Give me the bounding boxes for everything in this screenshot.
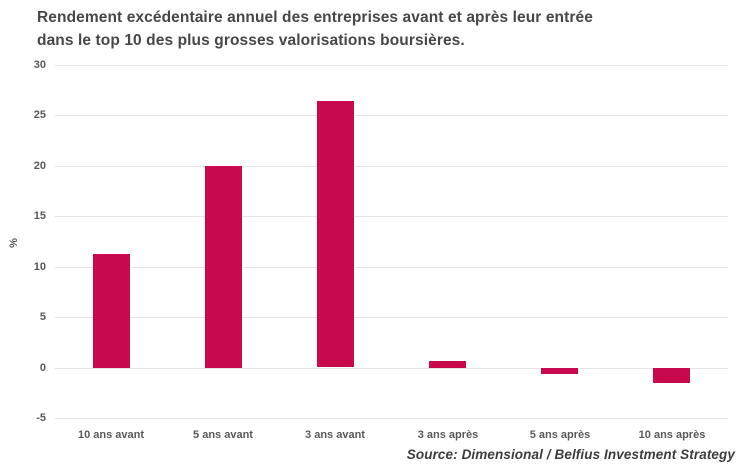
bar-5-ans-apres [541, 368, 578, 374]
gridline--5 [55, 418, 728, 419]
source-note: Source: Dimensional / Belfius Investment… [406, 447, 735, 462]
x-tick-10-ans-avant: 10 ans avant [77, 429, 145, 441]
gridline-20 [55, 166, 728, 167]
gridline-10 [55, 267, 728, 268]
bar-3-ans-apres [429, 361, 466, 368]
x-axis: 10 ans avant 5 ans avant 3 ans avant 3 ans … [55, 429, 728, 447]
x-tick-5-ans-avant: 5 ans avant [193, 429, 253, 441]
gridline-5 [55, 317, 728, 318]
y-axis: 30 25 20 15 10 5 0 -5 [0, 59, 46, 424]
x-tick-3-ans-avant: 3 ans avant [305, 429, 365, 441]
x-tick-3-ans-apres: 3 ans après [417, 429, 479, 441]
gridline-30 [55, 65, 728, 66]
y-tick-30: 30 [33, 59, 46, 71]
chart-title-line1: Rendement excédentaire annuel des entrep… [37, 9, 593, 26]
chart-title-line2: dans le top 10 des plus grosses valorisa… [37, 32, 465, 49]
y-tick-25: 25 [33, 109, 46, 121]
chart-title: Rendement excédentaire annuel des entrep… [37, 6, 593, 52]
y-tick-20: 20 [33, 160, 46, 172]
bar-10-ans-avant [93, 254, 130, 368]
y-tick-15: 15 [33, 210, 46, 222]
bar-5-ans-avant [205, 166, 242, 368]
bar-3-ans-avant [317, 101, 354, 367]
gridline-15 [55, 216, 728, 217]
y-tick--5: -5 [36, 412, 46, 424]
y-tick-5: 5 [39, 311, 46, 323]
x-tick-10-ans-apres: 10 ans après [638, 429, 706, 441]
bar-10-ans-apres [653, 368, 690, 383]
gridline-0 [55, 368, 728, 369]
y-tick-0: 0 [39, 362, 46, 374]
y-tick-10: 10 [33, 261, 46, 273]
gridline-25 [55, 115, 728, 116]
plot-area [55, 65, 728, 419]
x-tick-5-ans-apres: 5 ans après [529, 429, 591, 441]
